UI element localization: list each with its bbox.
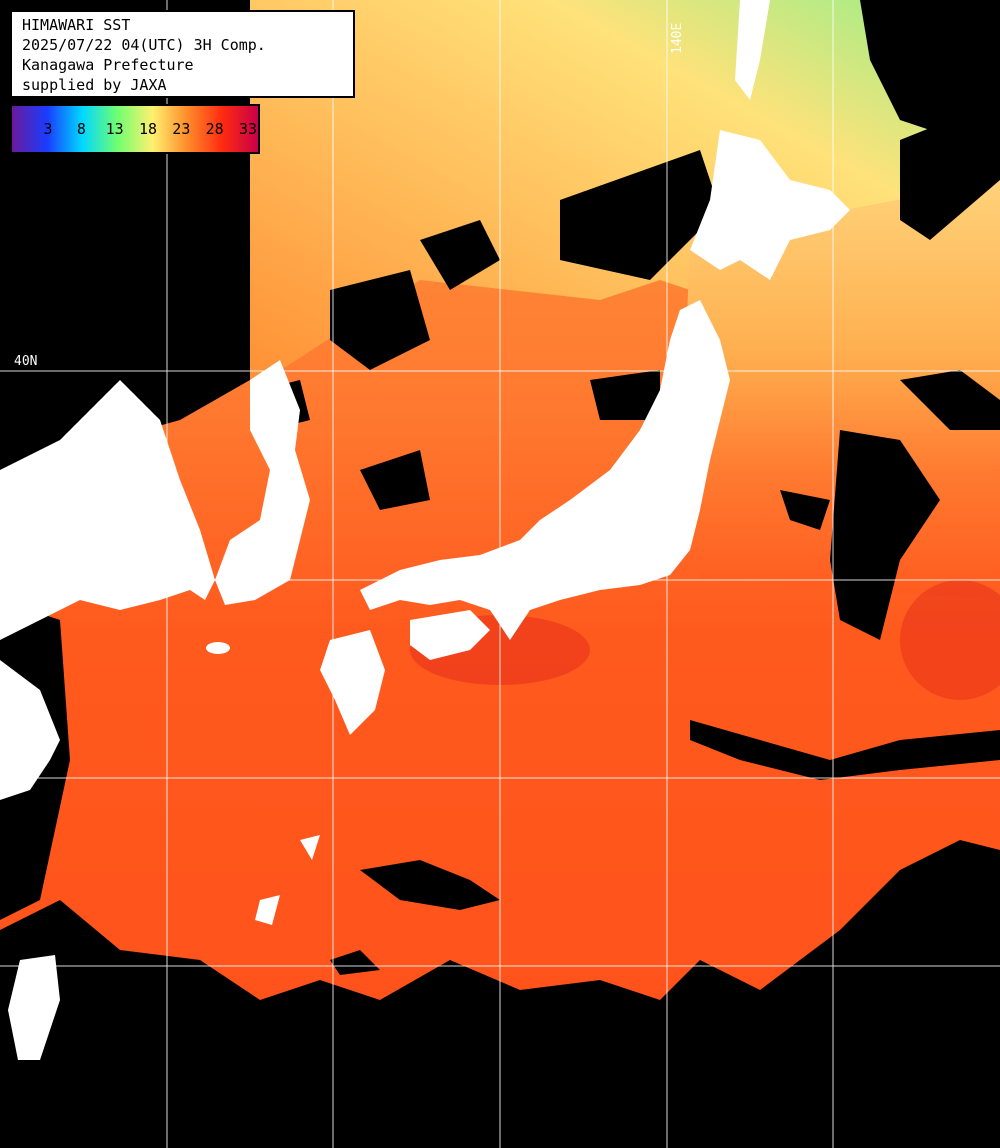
land-kyushu <box>320 630 385 735</box>
info-region: Kanagawa Prefecture <box>22 56 194 74</box>
land-hokkaido <box>690 130 850 280</box>
land-taiwan <box>8 955 60 1060</box>
legend-tick: 8 <box>76 120 86 138</box>
land-sakhalin <box>735 0 770 100</box>
info-supplier: supplied by JAXA <box>22 76 167 94</box>
land-honshu <box>360 300 730 640</box>
land-korea <box>215 360 310 605</box>
land-jeju <box>206 642 230 654</box>
lat-label-40n: 40N <box>14 354 38 369</box>
legend-tick: 3 <box>43 120 53 138</box>
land-china-north <box>0 380 215 640</box>
legend-tick: 18 <box>138 120 158 138</box>
legend-tick: 13 <box>105 120 124 138</box>
info-datetime: 2025/07/22 04(UTC) 3H Comp. <box>22 36 266 54</box>
info-title: HIMAWARI SST <box>22 16 131 34</box>
legend-tick: 23 <box>172 120 191 138</box>
legend-ticks: 3 8 13 18 23 28 33 <box>12 106 258 152</box>
color-scale-legend: 3 8 13 18 23 28 33 <box>10 104 260 154</box>
lat-label-30n: 30N <box>14 760 38 775</box>
info-box: HIMAWARI SST 2025/07/22 04(UTC) 3H Comp.… <box>10 10 355 98</box>
legend-tick: 33 <box>238 120 258 138</box>
land-shikoku <box>410 610 490 660</box>
land-masses <box>0 0 850 1060</box>
legend-tick: 28 <box>205 120 224 138</box>
hot-sea-patch-2 <box>900 580 1000 700</box>
land-china-coast <box>0 660 60 800</box>
lon-label-140e: 140E <box>670 22 685 54</box>
land-ryukyu <box>255 835 320 925</box>
